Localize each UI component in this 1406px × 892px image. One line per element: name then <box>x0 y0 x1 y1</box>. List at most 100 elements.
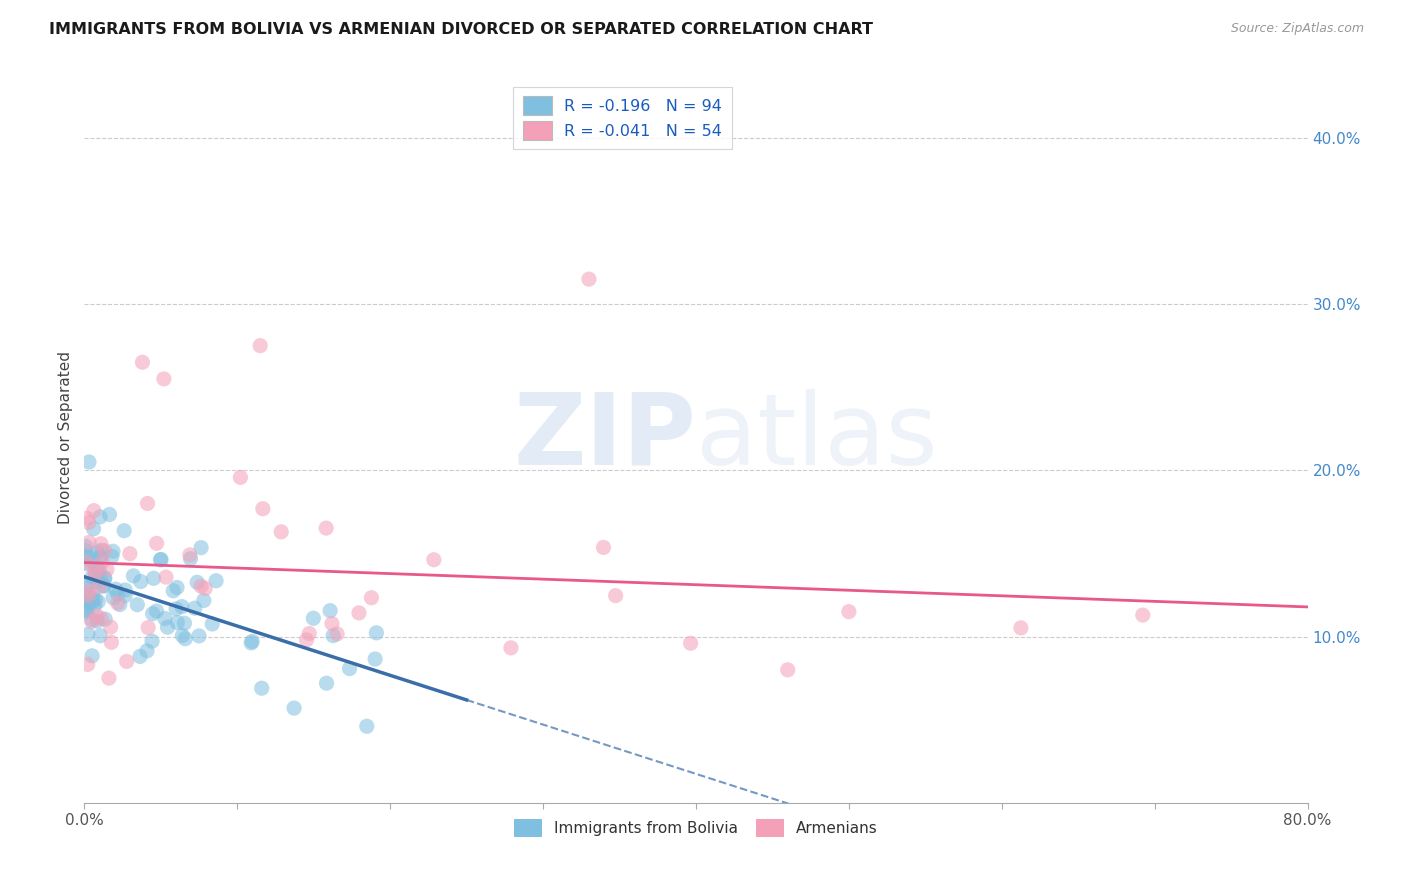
Point <box>179 551 201 566</box>
Point <box>366 625 388 640</box>
Point <box>270 524 292 539</box>
Point <box>82 522 104 536</box>
Point <box>136 621 159 635</box>
Point <box>283 701 305 715</box>
Point <box>315 521 337 535</box>
Point <box>104 582 127 597</box>
Point <box>1132 608 1154 623</box>
Point <box>98 508 121 522</box>
Point <box>93 543 115 558</box>
Point <box>150 552 173 566</box>
Point <box>90 543 112 558</box>
Point <box>114 582 136 597</box>
Point <box>179 548 201 562</box>
Point <box>100 635 122 649</box>
Point <box>84 592 107 607</box>
Point <box>89 509 111 524</box>
Point <box>165 602 187 616</box>
Point <box>364 652 387 666</box>
Point <box>194 582 217 596</box>
Point <box>86 609 108 624</box>
Point <box>77 590 100 604</box>
Point <box>83 599 105 613</box>
Point <box>115 654 138 668</box>
Point <box>75 578 97 592</box>
Point <box>252 501 274 516</box>
Point <box>90 549 112 564</box>
Point <box>155 570 177 584</box>
Point <box>82 588 104 602</box>
Point <box>240 634 263 648</box>
Point <box>76 550 98 565</box>
Point <box>1010 621 1032 635</box>
Point <box>321 616 343 631</box>
Point <box>186 575 208 590</box>
Point <box>76 593 98 607</box>
Point <box>77 598 100 612</box>
Point <box>107 596 129 610</box>
Point <box>145 604 167 618</box>
Point <box>90 537 112 551</box>
Point <box>249 338 271 352</box>
Point <box>142 607 165 621</box>
Point <box>250 681 273 696</box>
Point <box>101 549 124 564</box>
Point <box>122 569 145 583</box>
Point <box>162 583 184 598</box>
Point <box>86 561 108 575</box>
Point <box>100 620 122 634</box>
Point <box>145 536 167 550</box>
Point <box>173 616 195 631</box>
Point <box>156 620 179 634</box>
Point <box>129 649 152 664</box>
Point <box>136 644 159 658</box>
Point <box>93 579 115 593</box>
Point <box>84 567 107 582</box>
Point <box>93 572 115 586</box>
Point <box>83 563 105 577</box>
Y-axis label: Divorced or Separated: Divorced or Separated <box>58 351 73 524</box>
Point <box>77 516 100 530</box>
Point <box>776 663 799 677</box>
Point <box>129 574 152 589</box>
Point <box>90 611 112 625</box>
Point <box>77 455 100 469</box>
Point <box>118 547 141 561</box>
Point <box>77 584 100 599</box>
Point <box>75 605 97 619</box>
Point <box>77 627 100 641</box>
Point <box>83 503 105 517</box>
Legend: Immigrants from Bolivia, Armenians: Immigrants from Bolivia, Armenians <box>508 813 884 843</box>
Point <box>605 589 627 603</box>
Point <box>75 557 97 571</box>
Point <box>80 615 103 629</box>
Point <box>112 524 135 538</box>
Point <box>315 676 337 690</box>
Point <box>302 611 325 625</box>
Point <box>89 549 111 564</box>
Point <box>80 613 103 627</box>
Point <box>172 628 194 642</box>
Point <box>101 591 124 605</box>
Point <box>201 617 224 632</box>
Point <box>193 593 215 607</box>
Point <box>94 612 117 626</box>
Point <box>77 577 100 591</box>
Point <box>77 589 100 603</box>
Point <box>96 562 118 576</box>
Point <box>127 598 149 612</box>
Point <box>107 587 129 601</box>
Point <box>326 627 349 641</box>
Point <box>499 640 522 655</box>
Point <box>360 591 382 605</box>
Point <box>295 632 318 647</box>
Point <box>80 554 103 568</box>
Point <box>153 611 176 625</box>
Point <box>240 636 263 650</box>
Point <box>114 589 136 603</box>
Point <box>141 634 163 648</box>
Point <box>319 604 342 618</box>
Point <box>86 614 108 628</box>
Point <box>229 470 252 484</box>
Point <box>97 671 120 685</box>
